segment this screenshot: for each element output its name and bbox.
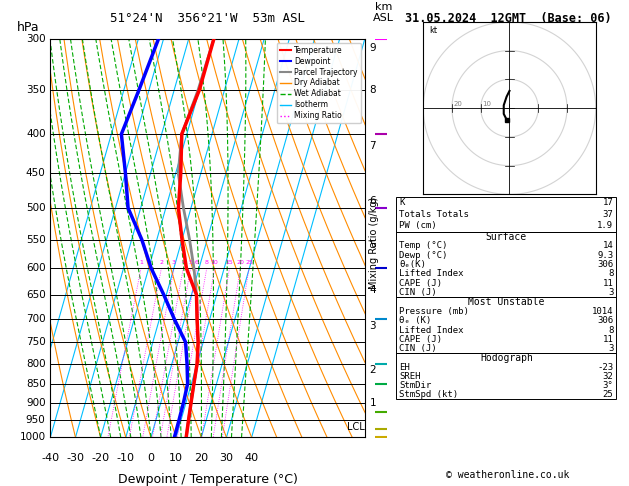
Text: Hodograph: Hodograph: [480, 353, 533, 363]
Text: -40: -40: [42, 453, 59, 463]
Text: Dewpoint / Temperature (°C): Dewpoint / Temperature (°C): [118, 473, 298, 486]
Text: 11: 11: [603, 279, 613, 288]
Text: 650: 650: [26, 290, 46, 300]
Text: 3: 3: [370, 321, 376, 331]
Text: 6: 6: [370, 196, 376, 206]
Text: 3: 3: [608, 288, 613, 297]
Text: 350: 350: [26, 85, 46, 95]
Text: 0: 0: [147, 453, 155, 463]
Text: CAPE (J): CAPE (J): [399, 279, 442, 288]
Text: 20: 20: [194, 453, 208, 463]
Text: 8: 8: [205, 260, 209, 265]
Text: 3°: 3°: [603, 381, 613, 390]
Text: © weatheronline.co.uk: © weatheronline.co.uk: [446, 470, 570, 480]
Text: 15: 15: [226, 260, 233, 265]
Text: Totals Totals: Totals Totals: [399, 210, 469, 219]
Text: 51°24'N  356°21'W  53m ASL: 51°24'N 356°21'W 53m ASL: [110, 12, 305, 25]
Text: CIN (J): CIN (J): [399, 344, 437, 353]
Text: 4: 4: [181, 260, 186, 265]
Text: 1000: 1000: [19, 433, 46, 442]
Text: CIN (J): CIN (J): [399, 288, 437, 297]
Text: 2: 2: [159, 260, 164, 265]
Text: 10: 10: [211, 260, 218, 265]
Text: 1.9: 1.9: [597, 222, 613, 230]
Text: 850: 850: [26, 379, 46, 389]
Text: -30: -30: [67, 453, 84, 463]
Text: 11: 11: [603, 335, 613, 344]
Text: 25: 25: [603, 390, 613, 399]
Text: 550: 550: [26, 235, 46, 244]
Text: km
ASL: km ASL: [373, 2, 394, 23]
Text: 306: 306: [597, 260, 613, 269]
Text: 1014: 1014: [592, 307, 613, 316]
Text: 31.05.2024  12GMT  (Base: 06): 31.05.2024 12GMT (Base: 06): [404, 12, 611, 25]
Text: -20: -20: [92, 453, 109, 463]
Text: 9: 9: [370, 43, 376, 52]
Text: θₑ (K): θₑ (K): [399, 316, 431, 325]
Text: 4: 4: [370, 285, 376, 295]
Text: 600: 600: [26, 263, 46, 273]
Text: CAPE (J): CAPE (J): [399, 335, 442, 344]
Text: 20: 20: [237, 260, 244, 265]
Text: 700: 700: [26, 314, 46, 324]
Text: 300: 300: [26, 34, 46, 44]
Text: StmSpd (kt): StmSpd (kt): [399, 390, 459, 399]
Text: 900: 900: [26, 398, 46, 408]
Text: 10: 10: [169, 453, 183, 463]
Text: hPa: hPa: [17, 21, 40, 34]
Text: 7: 7: [370, 141, 376, 151]
Text: Temp (°C): Temp (°C): [399, 242, 448, 250]
Text: 1: 1: [139, 260, 143, 265]
Text: 6: 6: [195, 260, 199, 265]
Text: -23: -23: [597, 363, 613, 372]
Text: K: K: [399, 198, 405, 207]
Text: 32: 32: [603, 372, 613, 381]
Text: PW (cm): PW (cm): [399, 222, 437, 230]
Text: LCL: LCL: [347, 422, 365, 433]
Text: 8: 8: [608, 326, 613, 334]
Text: EH: EH: [399, 363, 410, 372]
Text: Dewp (°C): Dewp (°C): [399, 251, 448, 260]
Text: 3: 3: [608, 344, 613, 353]
Text: 750: 750: [26, 337, 46, 347]
Text: 400: 400: [26, 129, 46, 139]
Text: Most Unstable: Most Unstable: [468, 297, 545, 307]
Text: Lifted Index: Lifted Index: [399, 270, 464, 278]
Text: 17: 17: [603, 198, 613, 207]
Text: Mixing Ratio (g/kg): Mixing Ratio (g/kg): [369, 197, 379, 289]
Legend: Temperature, Dewpoint, Parcel Trajectory, Dry Adiabat, Wet Adiabat, Isotherm, Mi: Temperature, Dewpoint, Parcel Trajectory…: [277, 43, 361, 123]
Text: 800: 800: [26, 359, 46, 368]
Text: StmDir: StmDir: [399, 381, 431, 390]
Text: θₑ(K): θₑ(K): [399, 260, 426, 269]
Text: kt: kt: [429, 26, 437, 35]
Text: Surface: Surface: [486, 231, 527, 242]
Text: 950: 950: [26, 416, 46, 425]
Text: -10: -10: [117, 453, 135, 463]
Text: 30: 30: [220, 453, 233, 463]
Text: 40: 40: [245, 453, 259, 463]
Text: 20: 20: [454, 101, 462, 107]
Text: 25: 25: [245, 260, 253, 265]
Text: 9.3: 9.3: [597, 251, 613, 260]
Text: 8: 8: [608, 270, 613, 278]
Text: 500: 500: [26, 203, 46, 213]
Text: 306: 306: [597, 316, 613, 325]
Text: SREH: SREH: [399, 372, 421, 381]
Text: 3: 3: [172, 260, 176, 265]
Text: 450: 450: [26, 168, 46, 178]
Text: Pressure (mb): Pressure (mb): [399, 307, 469, 316]
Text: 37: 37: [603, 210, 613, 219]
Text: 5: 5: [370, 241, 376, 250]
Text: Lifted Index: Lifted Index: [399, 326, 464, 334]
Text: 10: 10: [482, 101, 491, 107]
Text: 1: 1: [370, 398, 376, 408]
Text: 2: 2: [370, 364, 376, 375]
Text: 5: 5: [189, 260, 192, 265]
Text: 14: 14: [603, 242, 613, 250]
Text: 8: 8: [370, 85, 376, 95]
